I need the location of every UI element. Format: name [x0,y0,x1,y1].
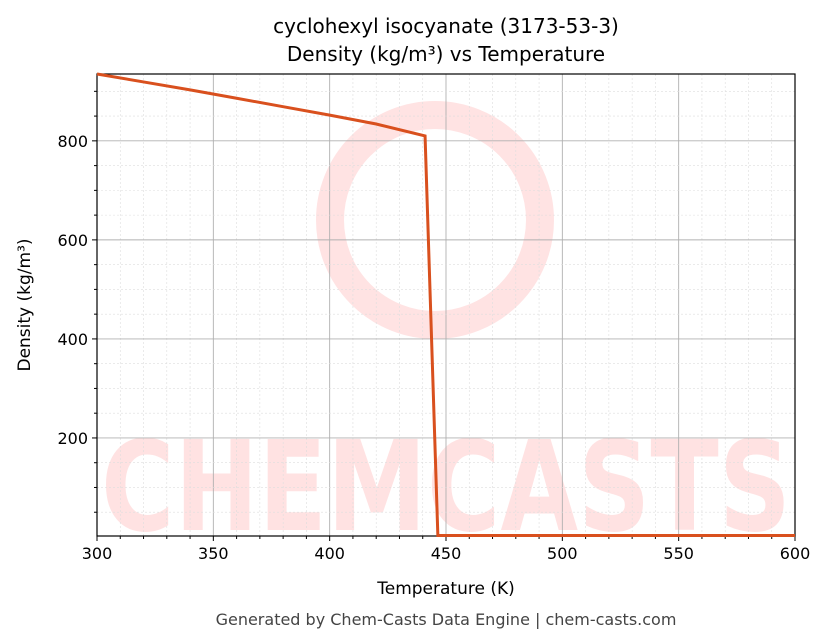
footer-credit: Generated by Chem-Casts Data Engine | ch… [216,610,677,629]
chart-title: cyclohexyl isocyanate (3173-53-3) [273,14,619,38]
density-series-line [96,72,795,538]
y-tick-label: 400 [57,330,88,349]
x-tick-label: 450 [431,544,462,563]
x-tick-label: 400 [314,544,345,563]
x-axis-label: Temperature (K) [376,579,515,599]
x-tick-label: 550 [663,544,694,563]
chart-subtitle: Density (kg/m³) vs Temperature [287,42,605,66]
y-axis-label: Density (kg/m³) [15,238,35,371]
x-tick-label: 600 [780,544,811,563]
x-tick-label: 500 [547,544,578,563]
x-tick-label: 300 [82,544,113,563]
y-tick-label: 600 [57,231,88,250]
x-tick-label: 350 [198,544,229,563]
y-tick-label: 200 [57,429,88,448]
y-tick-label: 800 [57,132,88,151]
